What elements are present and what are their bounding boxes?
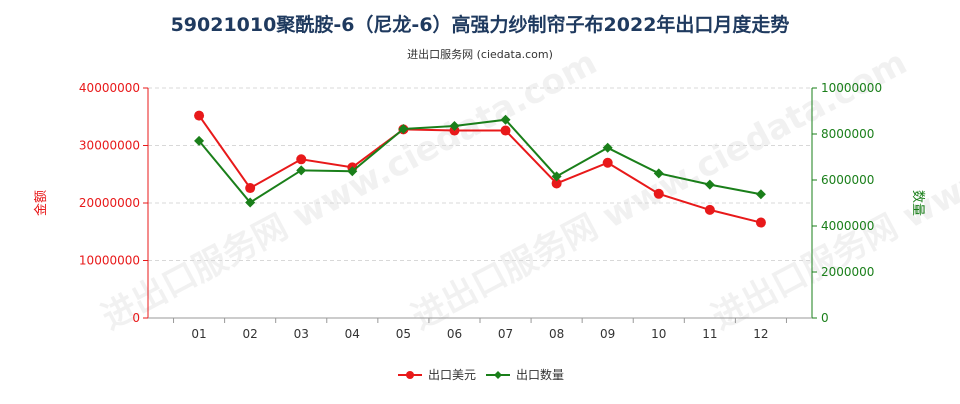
data-point (245, 183, 256, 194)
legend-marker (406, 371, 414, 379)
x-tick-label: 06 (447, 327, 462, 341)
y-right-tick-label: 0 (821, 311, 829, 325)
grid-lines (148, 87, 812, 261)
series-line (198, 118, 762, 204)
series-layer (194, 110, 766, 228)
legend: 出口美元 出口数量 (398, 367, 564, 382)
y-left-tick-label: 40000000 (79, 81, 140, 95)
legend-label: 出口美元 (428, 368, 476, 382)
y-left-tick-label: 20000000 (79, 196, 140, 210)
y-right-tick-label: 2000000 (821, 265, 874, 279)
data-point (347, 166, 358, 177)
chart-subtitle: 进出口服务网 (ciedata.com) (407, 47, 553, 61)
data-point (602, 157, 613, 168)
data-point (500, 114, 511, 125)
y-right-tick-label: 6000000 (821, 173, 874, 187)
x-tick-label: 09 (600, 327, 615, 341)
x-tick-label: 11 (702, 327, 717, 341)
data-point (245, 197, 256, 208)
y-left-tick-label: 30000000 (79, 139, 140, 153)
watermark-text: 进出口服务网 www.ciedata.com (95, 43, 603, 338)
data-point (704, 204, 715, 215)
y-left-tick-label: 10000000 (79, 254, 140, 268)
x-tick-label: 08 (549, 327, 564, 341)
x-tick-label: 02 (243, 327, 258, 341)
y-axis-left-label: 金额 (33, 190, 49, 216)
legend-item-2: 出口数量 (486, 367, 564, 382)
x-tick-label: 05 (396, 327, 411, 341)
x-tick-label: 04 (345, 327, 360, 341)
y-left-tick-label: 0 (132, 311, 140, 325)
legend-label: 出口数量 (516, 367, 564, 382)
x-tick-label: 07 (498, 327, 513, 341)
data-point (449, 120, 460, 131)
data-point (500, 125, 511, 136)
y-right-tick-label: 4000000 (821, 219, 874, 233)
y-axis-right-label: 数量 (910, 190, 925, 216)
legend-item-1: 出口美元 (398, 368, 476, 382)
x-tick-label: 12 (753, 327, 768, 341)
data-point (551, 171, 562, 182)
data-point (194, 110, 205, 121)
data-point (551, 178, 562, 189)
data-point (602, 142, 613, 153)
data-point (194, 135, 205, 146)
tick-labels: 0 10000000 20000000 30000000 40000000 0 200000… (79, 81, 882, 341)
x-tick-label: 03 (294, 327, 309, 341)
x-tick-label: 10 (651, 327, 666, 341)
data-point (296, 165, 307, 176)
data-point (398, 123, 409, 134)
data-point (755, 217, 766, 228)
series-2 (194, 114, 766, 208)
y-right-tick-label: 8000000 (821, 127, 874, 141)
data-point (755, 189, 766, 200)
data-point (296, 154, 307, 165)
series-line (198, 115, 762, 224)
legend-marker (494, 371, 502, 379)
data-point (653, 188, 664, 199)
data-point (653, 168, 664, 179)
chart-title: 59021010聚酰胺-6（尼龙-6）高强力纱制帘子布2022年出口月度走势 (171, 13, 790, 36)
x-tick-label: 01 (191, 327, 206, 341)
data-point (704, 179, 715, 190)
y-right-tick-label: 10000000 (821, 81, 882, 95)
